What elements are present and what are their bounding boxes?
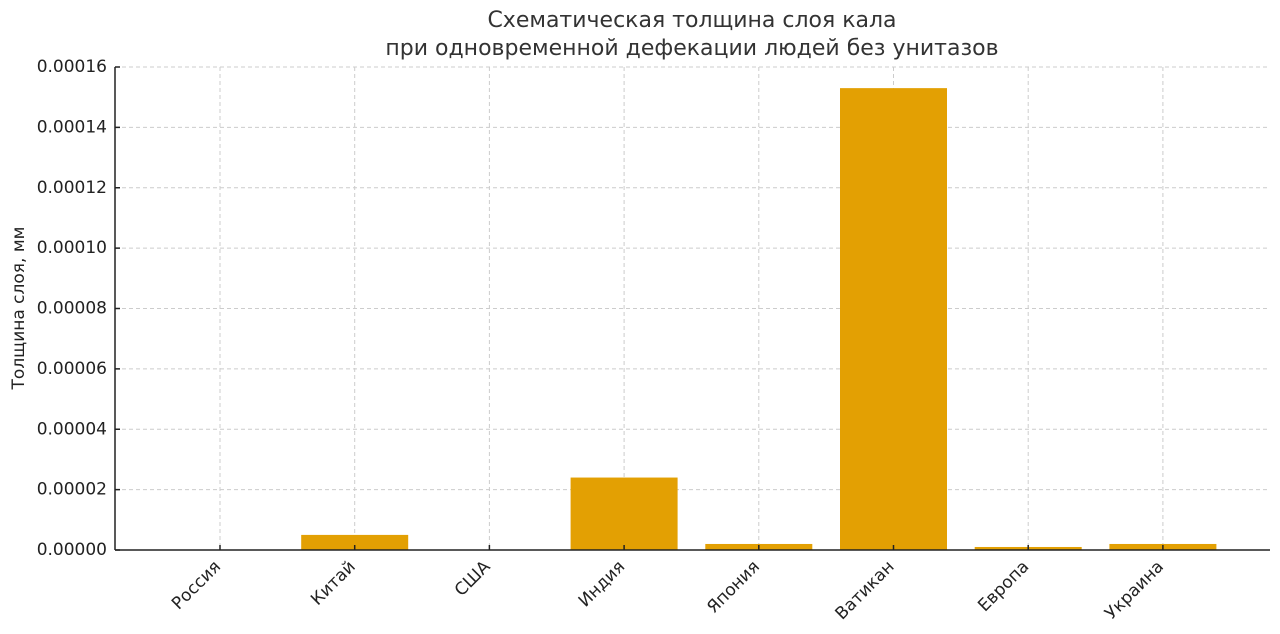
chart-subtitle: при одновременной дефекации людей без ун… <box>385 36 998 61</box>
x-tick-label: Индия <box>575 557 629 611</box>
y-tick-label: 0.00002 <box>37 480 107 500</box>
x-tick-label: Япония <box>703 557 764 618</box>
bar <box>840 88 947 550</box>
y-tick-label: 0.00004 <box>37 419 107 439</box>
y-tick-label: 0.00012 <box>37 178 107 198</box>
y-tick-label: 0.00010 <box>37 238 107 258</box>
x-tick-label: Ватикан <box>832 557 899 624</box>
y-tick-label: 0.00016 <box>37 57 107 77</box>
x-tick-label: Украина <box>1101 557 1168 624</box>
x-tick-label: Китай <box>307 557 360 610</box>
y-tick-label: 0.00006 <box>37 359 107 379</box>
chart-title: Схематическая толщина слоя кала <box>487 8 896 33</box>
bar <box>301 534 409 550</box>
bar <box>570 477 678 550</box>
y-tick-label: 0.00014 <box>37 117 107 137</box>
x-tick-label: Европа <box>974 557 1033 616</box>
x-tick-label: США <box>451 557 495 601</box>
x-tick-label: Россия <box>168 557 225 614</box>
y-tick-label: 0.00008 <box>37 299 107 319</box>
y-axis-label: Толщина слоя, мм <box>9 227 29 391</box>
y-tick-label: 0.00000 <box>37 540 107 560</box>
